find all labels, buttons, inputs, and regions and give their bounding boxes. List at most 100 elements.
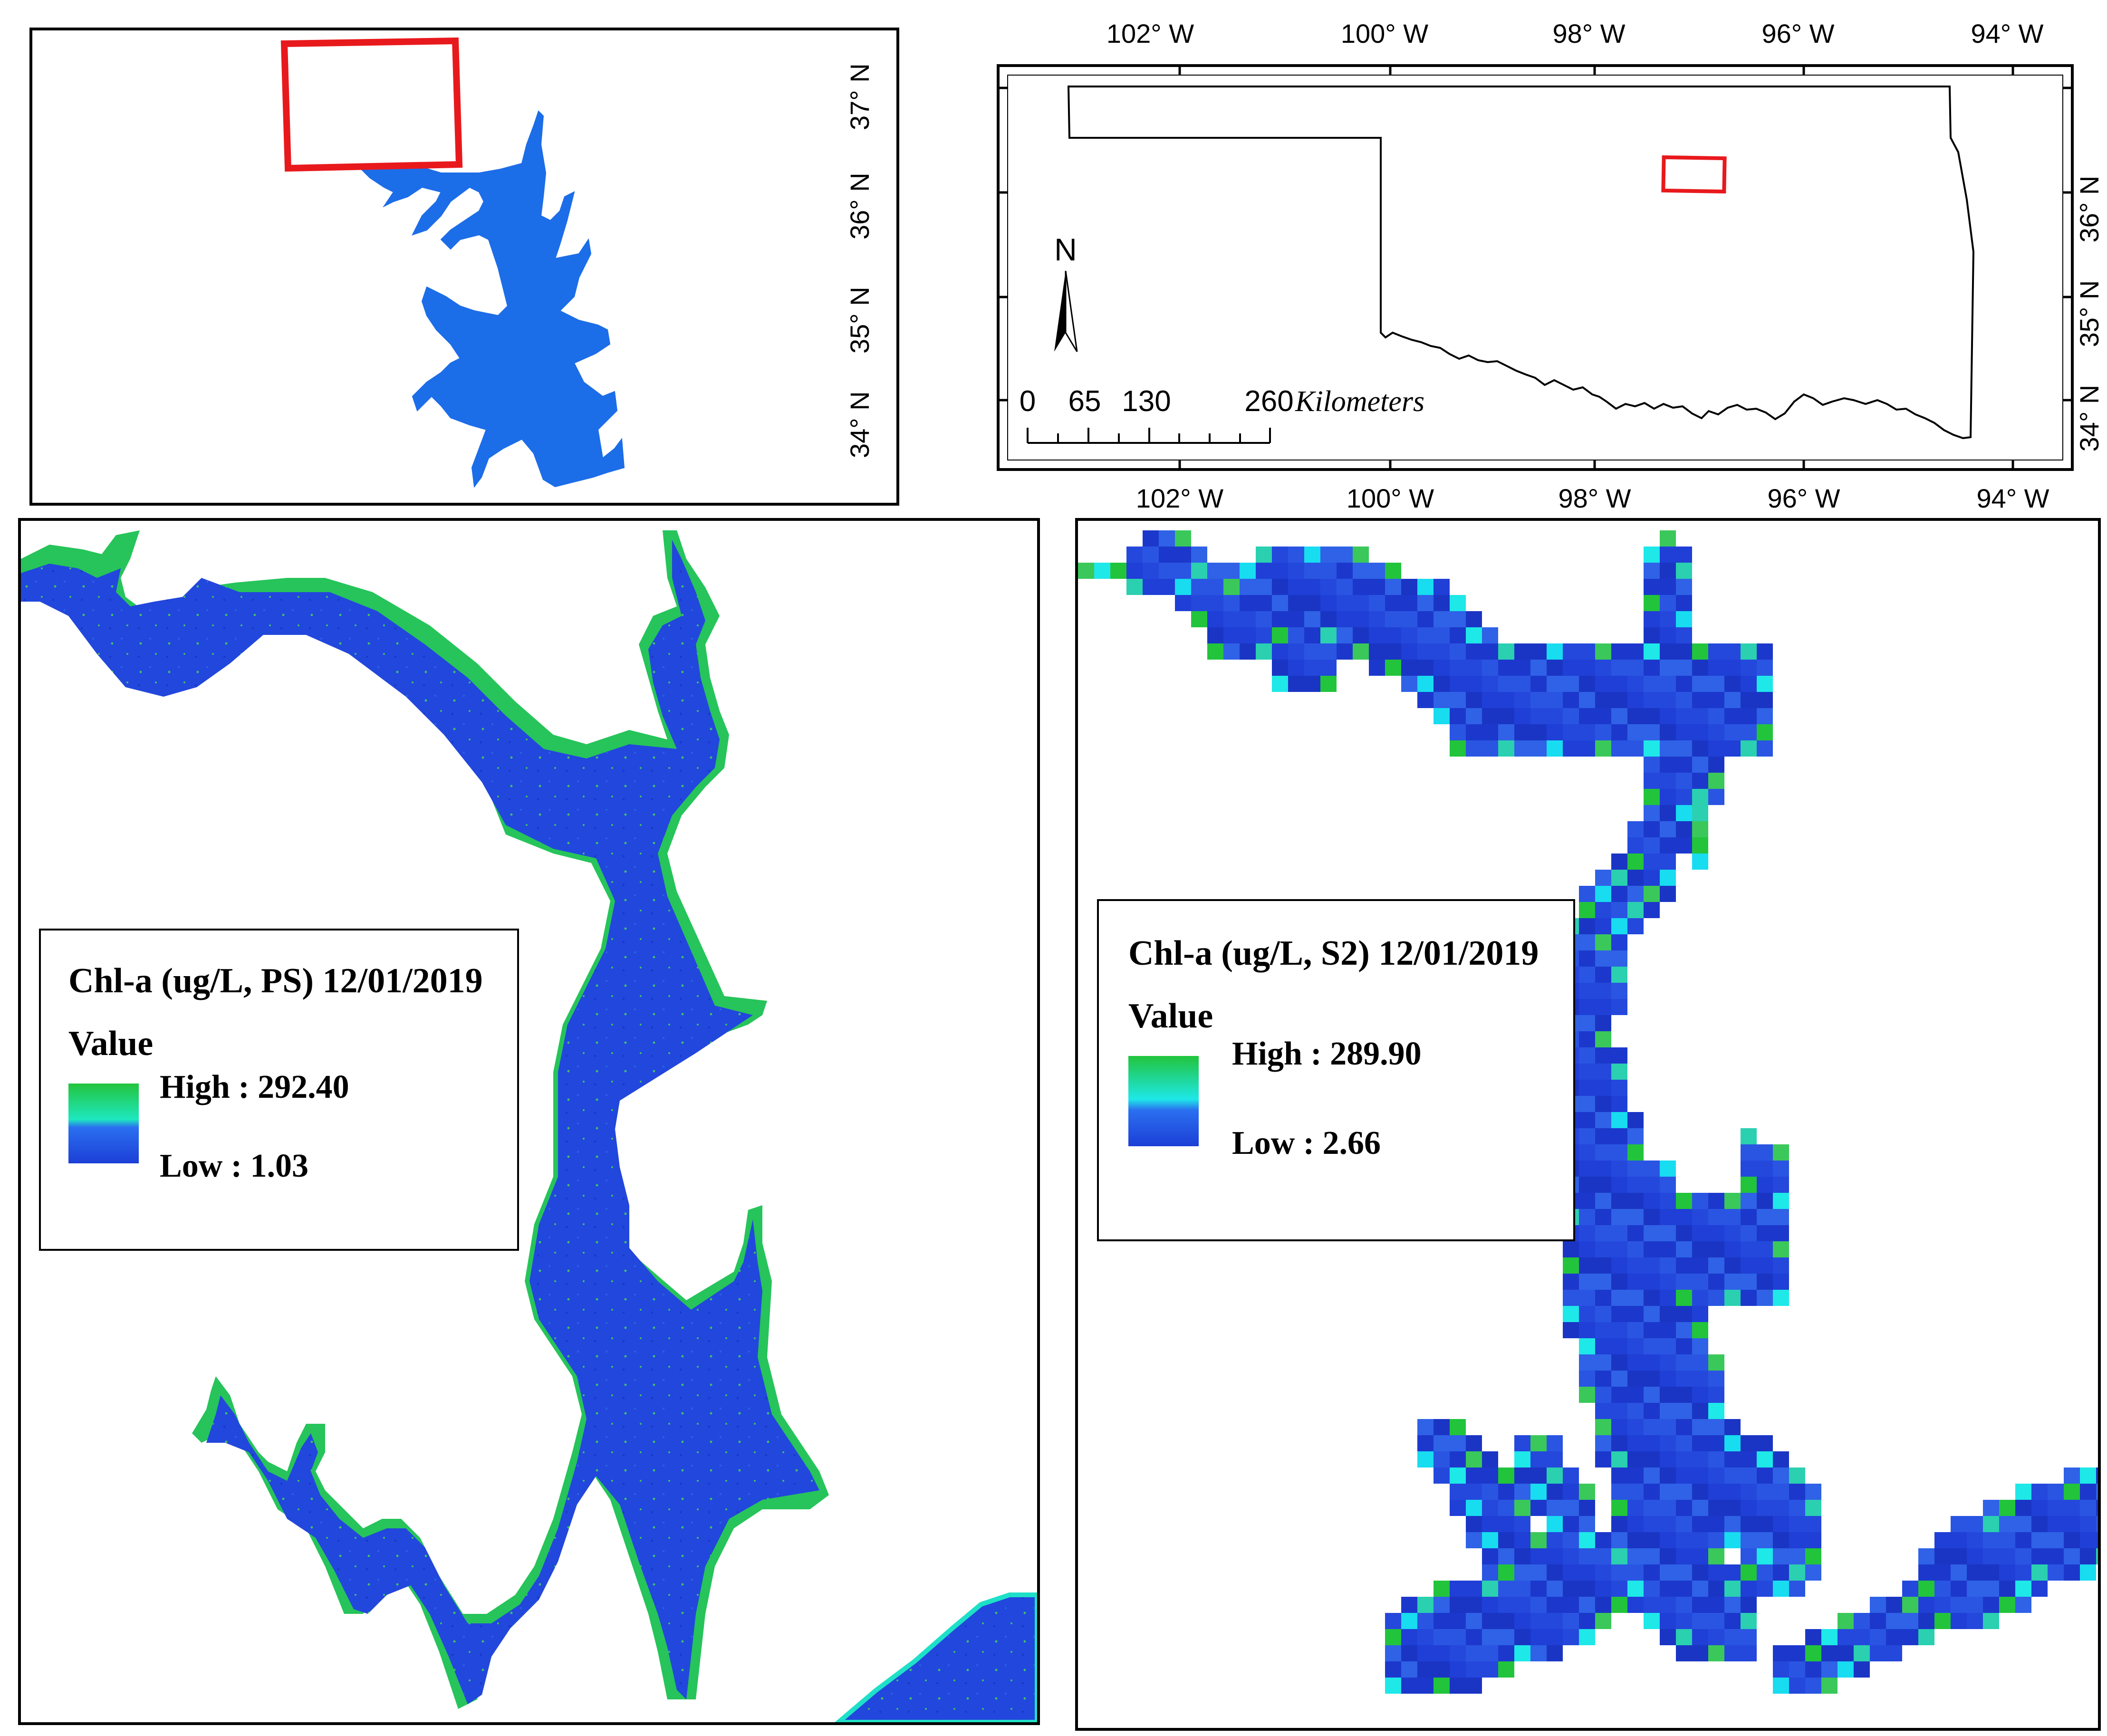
s2-raster-pixel bbox=[1579, 1548, 1595, 1564]
s2-raster-pixel bbox=[1660, 1338, 1676, 1354]
s2-raster-pixel bbox=[1627, 902, 1644, 918]
s2-raster-pixel bbox=[1563, 740, 1579, 757]
s2-raster-pixel bbox=[1579, 967, 1595, 983]
s2-raster-pixel bbox=[1498, 660, 1514, 676]
lon-top-98: 98° W bbox=[1552, 19, 1625, 48]
s2-raster-pixel bbox=[1434, 1629, 1450, 1645]
s2-raster-pixel bbox=[1821, 1629, 1838, 1645]
s2-raster-pixel bbox=[1934, 1581, 1951, 1597]
s2-raster-pixel bbox=[1724, 1613, 1741, 1629]
s2-raster-pixel bbox=[1094, 563, 1110, 579]
s2-raster-pixel bbox=[1417, 1661, 1434, 1678]
s2-raster-pixel bbox=[1595, 724, 1611, 740]
s2-raster-pixel bbox=[1692, 1225, 1708, 1241]
s2-raster-pixel bbox=[1967, 1581, 1983, 1597]
s2-raster-pixel bbox=[1951, 1613, 1967, 1629]
s2-raster-pixel bbox=[1579, 692, 1595, 708]
s2-raster-pixel bbox=[1547, 1564, 1563, 1581]
s2-raster-pixel bbox=[1692, 1403, 1708, 1419]
s2-raster-pixel bbox=[1660, 1225, 1676, 1241]
s2-raster-pixel bbox=[1498, 1597, 1514, 1613]
s2-raster-pixel bbox=[1611, 1306, 1627, 1322]
locator-frame-inner bbox=[1007, 75, 2063, 460]
s2-raster-pixel bbox=[1983, 1500, 1999, 1516]
s2-raster-pixel bbox=[1595, 1354, 1611, 1371]
s2-raster-pixel bbox=[1724, 1581, 1741, 1597]
s2-raster-pixel bbox=[1757, 643, 1773, 660]
s2-raster-pixel bbox=[1692, 1645, 1708, 1661]
s2-raster-pixel bbox=[1611, 1451, 1627, 1467]
s2-raster-pixel bbox=[1547, 1516, 1563, 1532]
s2-raster-pixel bbox=[1644, 1548, 1660, 1564]
s2-raster-pixel bbox=[1611, 1516, 1627, 1532]
s2-raster-pixel bbox=[1159, 579, 1175, 595]
s2-raster-pixel bbox=[1207, 627, 1223, 643]
s2-raster-pixel bbox=[1676, 1532, 1692, 1548]
s2-raster-pixel bbox=[1579, 1371, 1595, 1387]
s2-raster-pixel bbox=[1530, 692, 1547, 708]
s2-raster-pixel bbox=[1595, 692, 1611, 708]
s2-raster-pixel bbox=[1547, 676, 1563, 692]
s2-raster-pixel bbox=[1256, 595, 1272, 611]
s2-raster-pixel bbox=[1660, 1306, 1676, 1322]
s2-raster-pixel bbox=[1498, 643, 1514, 660]
s2-raster-pixel bbox=[1579, 1031, 1595, 1047]
s2-raster-pixel bbox=[1563, 676, 1579, 692]
s2-raster-pixel bbox=[1320, 660, 1337, 676]
s2-raster-pixel bbox=[1627, 740, 1644, 757]
s2-raster-pixel bbox=[2048, 1548, 2064, 1564]
s2-raster-pixel bbox=[1530, 708, 1547, 724]
s2-raster-pixel bbox=[2080, 1467, 2096, 1484]
s2-legend-color-ramp bbox=[1128, 1056, 1199, 1146]
s2-raster-pixel bbox=[1563, 1597, 1579, 1613]
s2-raster-pixel bbox=[1660, 1597, 1676, 1613]
s2-raster-pixel bbox=[1967, 1613, 1983, 1629]
s2-raster-pixel bbox=[1530, 1548, 1547, 1564]
s2-raster-pixel bbox=[1644, 708, 1660, 724]
s2-raster-pixel bbox=[1207, 579, 1223, 595]
s2-raster-pixel bbox=[1191, 547, 1207, 563]
s2-raster-pixel bbox=[1644, 1290, 1660, 1306]
s2-raster-pixel bbox=[1304, 611, 1320, 627]
s2-raster-pixel bbox=[1644, 1532, 1660, 1548]
north-arrow-icon: N bbox=[1054, 232, 1078, 352]
s2-raster-pixel bbox=[1708, 643, 1724, 660]
s2-raster-pixel bbox=[1223, 611, 1240, 627]
s2-raster-pixel bbox=[1466, 1435, 1482, 1451]
s2-raster-pixel bbox=[1611, 1161, 1627, 1177]
s2-raster-pixel bbox=[1644, 660, 1660, 676]
s2-raster-pixel bbox=[1240, 643, 1256, 660]
s2-raster-pixel bbox=[1207, 563, 1223, 579]
s2-raster-pixel bbox=[1256, 627, 1272, 643]
s2-raster-pixel bbox=[1902, 1613, 1918, 1629]
s2-raster-pixel bbox=[1611, 1564, 1627, 1581]
s2-raster-pixel bbox=[1530, 660, 1547, 676]
s2-raster-pixel bbox=[1627, 1435, 1644, 1451]
s2-raster-pixel bbox=[1547, 1613, 1563, 1629]
s2-raster-pixel bbox=[1579, 934, 1595, 950]
s2-raster-pixel bbox=[1757, 1144, 1773, 1161]
s2-raster-pixel bbox=[1644, 1564, 1660, 1581]
s2-raster-pixel bbox=[1692, 1354, 1708, 1371]
s2-raster-pixel bbox=[1854, 1613, 1870, 1629]
s2-raster-pixel bbox=[1708, 708, 1724, 724]
s2-raster-pixel bbox=[1466, 692, 1482, 708]
s2-raster-pixel bbox=[2015, 1532, 2031, 1548]
s2-raster-pixel bbox=[1789, 1500, 1805, 1516]
s2-raster-pixel bbox=[1563, 1564, 1579, 1581]
s2-raster-pixel bbox=[1466, 1661, 1482, 1678]
s2-raster-pixel bbox=[1272, 676, 1288, 692]
s2-raster-pixel bbox=[1708, 1564, 1724, 1581]
s2-raster-pixel bbox=[2080, 1516, 2096, 1532]
s2-raster-pixel bbox=[1256, 547, 1272, 563]
s2-raster-pixel bbox=[1563, 1500, 1579, 1516]
s2-raster-pixel bbox=[1498, 1581, 1514, 1597]
s2-raster-pixel bbox=[1660, 1161, 1676, 1177]
s2-raster-pixel bbox=[1466, 1678, 1482, 1694]
s2-raster-pixel bbox=[1498, 1548, 1514, 1564]
s2-raster-pixel bbox=[1644, 1354, 1660, 1371]
s2-raster-pixel bbox=[1611, 854, 1627, 870]
s2-raster-pixel bbox=[1450, 1645, 1466, 1661]
s2-raster-pixel bbox=[1611, 967, 1627, 983]
s2-raster-pixel bbox=[1078, 563, 1094, 579]
